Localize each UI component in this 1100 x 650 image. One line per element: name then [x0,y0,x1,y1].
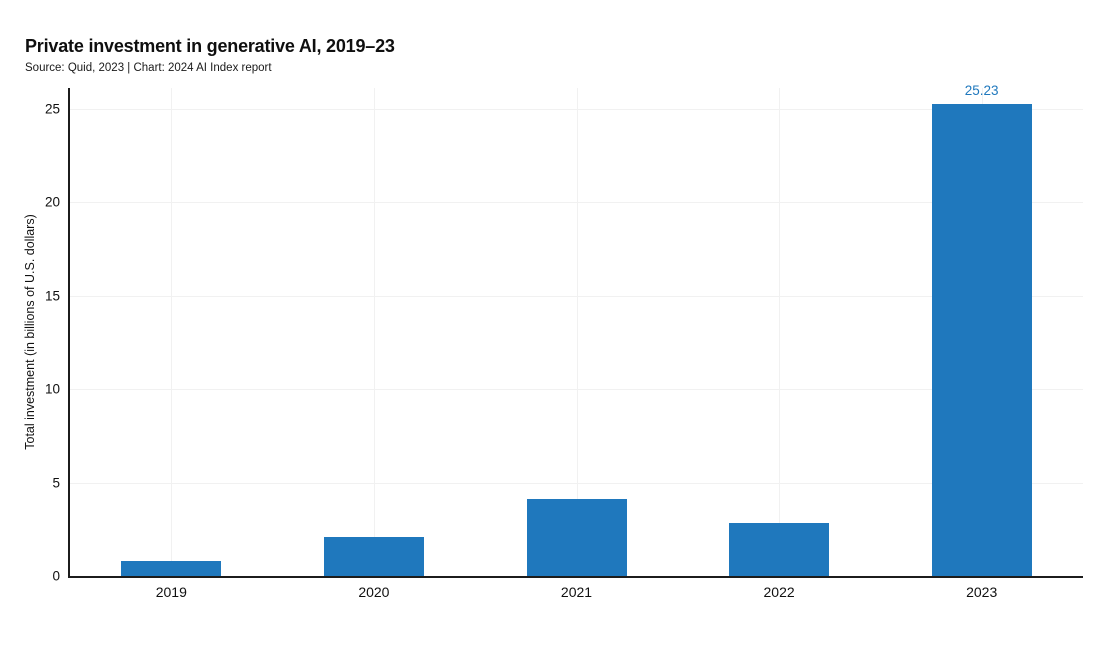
plot-area: 0 5 10 15 20 25 2019 2020 2021 2022 2023 25.23 [45,83,1083,600]
y-tick-label: 20 [44,194,60,210]
bar [121,561,222,576]
bar [729,522,830,576]
bar [323,536,424,576]
y-tick-label: 25 [44,101,60,117]
bar [526,499,627,576]
chart-title: Private investment in generative AI, 201… [25,36,395,56]
gridline-vertical [576,88,578,576]
x-tick-label: 2022 [763,584,795,600]
y-tick-label: 0 [52,568,60,584]
x-tick-label: 2021 [560,584,593,600]
x-tick-label: 2023 [966,584,998,600]
bar-value-label: 25.23 [964,83,999,99]
y-axis-title: Total investment (in billions of U.S. do… [23,214,37,450]
gridline-vertical [373,88,375,576]
bar [931,104,1032,576]
y-tick-label: 10 [44,381,60,397]
chart-subtitle: Source: Quid, 2023 | Chart: 2024 AI Inde… [25,62,272,74]
x-tick-label: 2019 [155,584,187,600]
y-tick-label: 15 [44,288,60,304]
x-tick-label: 2020 [358,584,390,600]
gridline-vertical [779,88,781,576]
gridline-vertical [171,88,173,576]
y-tick-label: 5 [52,475,60,490]
